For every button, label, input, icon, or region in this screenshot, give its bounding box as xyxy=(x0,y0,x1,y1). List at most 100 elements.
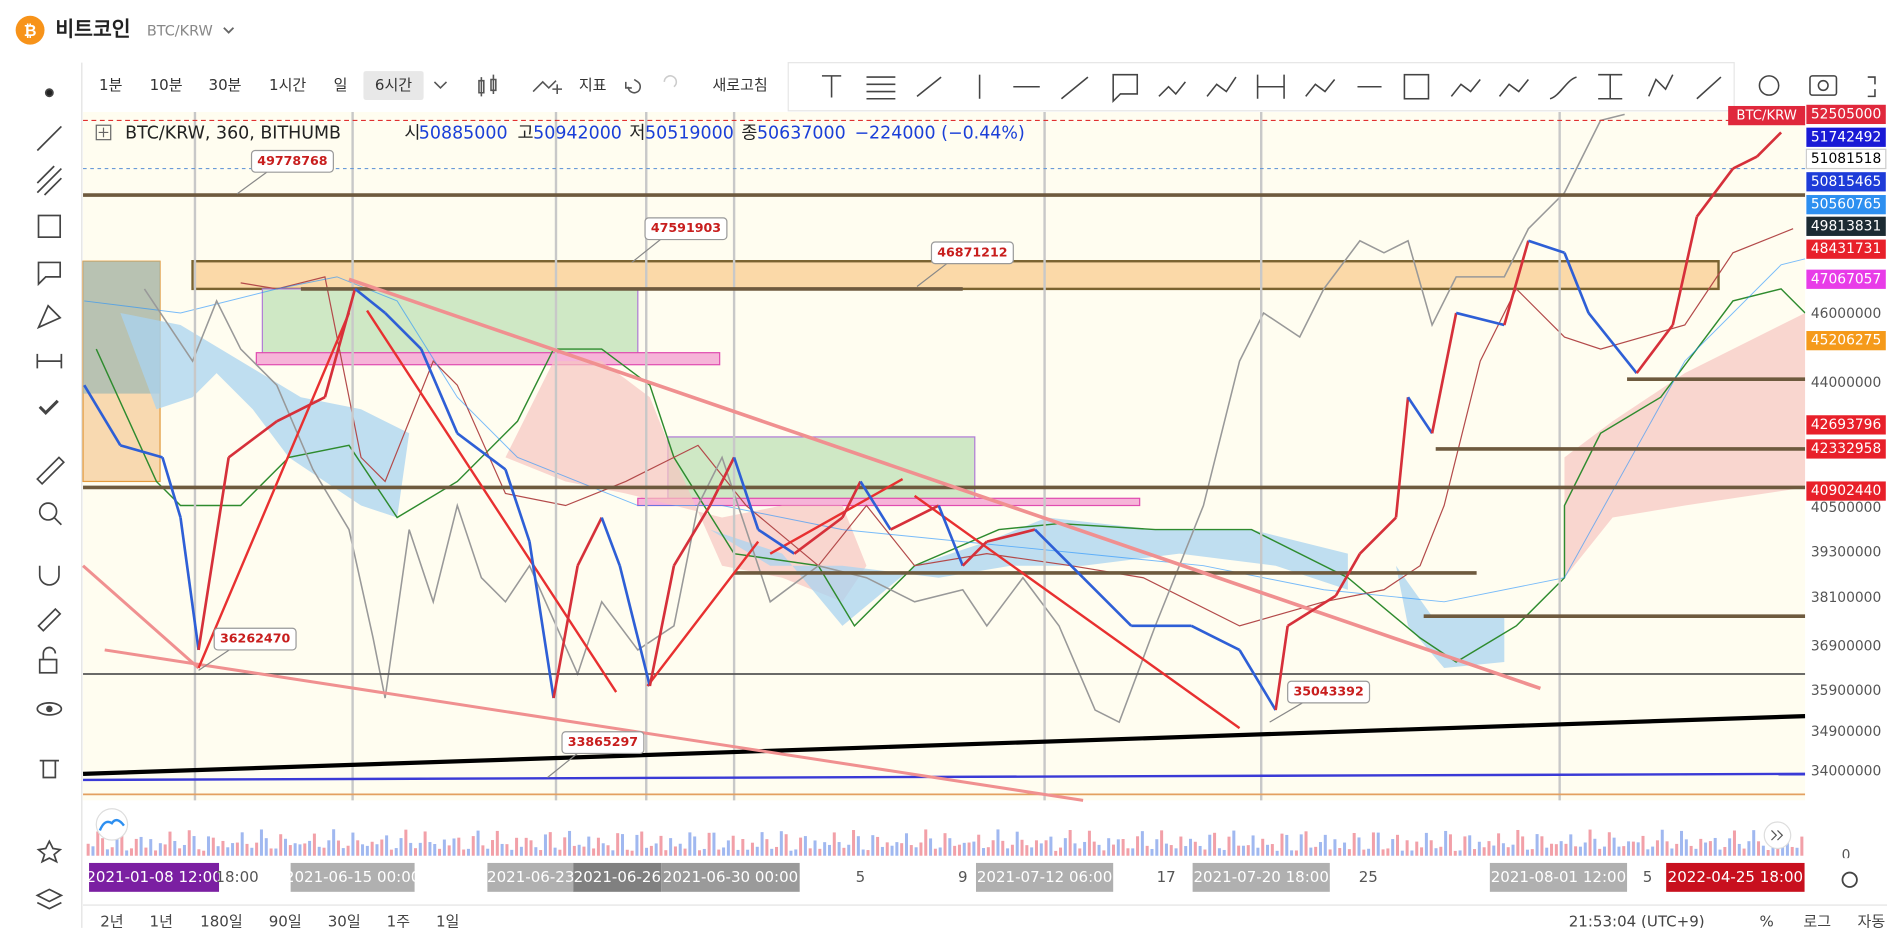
volume-bar xyxy=(909,845,913,856)
range-button[interactable]: 90일 xyxy=(269,912,302,928)
volume-bar xyxy=(799,837,803,856)
volume-bar xyxy=(1708,841,1712,856)
scroll-button[interactable] xyxy=(1763,821,1792,850)
legend-high: 50942000 xyxy=(533,124,622,144)
volume-bar xyxy=(683,848,687,856)
volume-bar xyxy=(1343,842,1347,856)
volume-bar xyxy=(1795,847,1799,856)
volume-bar xyxy=(245,843,249,856)
status-percent[interactable]: % xyxy=(1760,912,1774,928)
interval-button[interactable]: 1분 xyxy=(99,76,123,94)
price-segment xyxy=(1286,594,1337,627)
volume-bar xyxy=(418,842,422,856)
volume-bar xyxy=(601,843,605,856)
volume-bar xyxy=(1415,841,1419,856)
price-label: 38100000 xyxy=(1811,590,1881,606)
range-button[interactable]: 1일 xyxy=(436,912,459,928)
volume-bar xyxy=(1280,833,1284,856)
time-label: 2021-01-08 12:00 xyxy=(86,868,221,886)
dropdown[interactable] xyxy=(223,27,235,34)
volume-bar xyxy=(216,846,220,856)
range-button[interactable]: 1년 xyxy=(150,912,173,928)
volume-bar xyxy=(1246,845,1250,856)
time-label-bg xyxy=(1666,862,1805,892)
volume-bar xyxy=(486,848,490,856)
price-segment xyxy=(937,505,964,567)
range-button[interactable]: 180일 xyxy=(200,912,243,928)
volume-bar xyxy=(1179,836,1183,856)
volume-bar xyxy=(346,845,350,856)
volume-bar xyxy=(577,844,581,856)
interval-button[interactable]: 일 xyxy=(334,76,348,94)
toolbar-icons[interactable] xyxy=(433,74,678,97)
volume-bar xyxy=(471,836,475,856)
interval-button[interactable]: 30분 xyxy=(209,76,242,94)
time-label-bg xyxy=(487,862,575,892)
volume-bar xyxy=(361,844,365,856)
range-button[interactable]: 2년 xyxy=(100,912,123,928)
volume-bar xyxy=(105,849,109,856)
volume-bar xyxy=(1424,832,1428,856)
price-label: 34900000 xyxy=(1811,724,1881,740)
volume-bar xyxy=(1463,836,1467,856)
price-segment xyxy=(1756,131,1783,158)
volume-bar xyxy=(847,844,851,856)
volume-bar xyxy=(1511,844,1515,856)
refresh-button[interactable]: 새로고침 xyxy=(712,76,767,94)
status-auto[interactable]: 자동 xyxy=(1858,912,1886,928)
volume-bar xyxy=(1732,830,1736,856)
volume-bar xyxy=(1434,848,1438,856)
time-label-bg xyxy=(573,862,662,892)
annotation-box xyxy=(213,627,297,651)
settings-icon[interactable] xyxy=(1841,871,1858,888)
annotation-label: 46871212 xyxy=(937,244,1007,259)
interval-button[interactable]: 1시간 xyxy=(269,76,306,94)
volume-bar xyxy=(457,837,461,856)
volume-bar xyxy=(1092,841,1096,856)
volume-bar xyxy=(1439,846,1443,856)
volume-bar xyxy=(351,832,355,856)
volume-bar xyxy=(871,835,875,856)
volume-bar xyxy=(775,846,779,856)
volume-bar xyxy=(625,849,629,856)
volume-bar xyxy=(1155,839,1159,856)
drawing-toolbar-icons[interactable] xyxy=(821,73,1876,104)
volume-bar xyxy=(1357,837,1361,856)
price-segment xyxy=(793,516,844,555)
volume-bar xyxy=(669,838,673,856)
draw-tools[interactable] xyxy=(35,88,65,910)
indicator-button[interactable]: 지표 xyxy=(579,76,607,94)
annotation-box xyxy=(250,149,334,173)
time-label: 2021-06-30 00:00 xyxy=(663,868,798,886)
bottom-bar: 2년 1년 180일 90일 30일 1주 1일 21:53:04 (UTC+9)% 로그 자동 xyxy=(100,912,1885,928)
status-log[interactable]: 로그 xyxy=(1803,912,1831,928)
range-button[interactable]: 1주 xyxy=(387,912,411,928)
volume-bar xyxy=(462,849,466,856)
volume-bar xyxy=(1034,840,1038,856)
volume-bar xyxy=(1184,846,1188,856)
volume-bar xyxy=(365,845,369,856)
price-segment xyxy=(1732,155,1758,170)
volume-bar xyxy=(1131,848,1135,856)
legend-toggle[interactable] xyxy=(95,124,112,141)
range-button[interactable]: 30일 xyxy=(328,912,361,928)
volume-bar xyxy=(842,847,846,856)
volume-bar xyxy=(635,834,639,856)
annotation-box xyxy=(644,217,728,241)
volume-bar xyxy=(1145,845,1149,856)
volume-bar xyxy=(1030,847,1034,856)
volume-bar xyxy=(259,829,263,856)
time-label: 2022-04-25 18:00 xyxy=(1668,868,1803,886)
price-label-bg xyxy=(1806,415,1886,435)
price-segment xyxy=(276,396,326,423)
volume-bar xyxy=(317,846,321,856)
volume-bar xyxy=(1482,847,1486,856)
price-segment xyxy=(757,528,796,555)
volume-bar xyxy=(1299,834,1303,856)
volume-bar xyxy=(274,848,278,856)
volume-bar xyxy=(250,847,254,856)
interval-button[interactable]: 10분 xyxy=(150,76,183,94)
price-segment xyxy=(161,457,182,518)
volume-bar xyxy=(1521,836,1525,856)
interval-button[interactable]: 6시간 xyxy=(375,76,412,94)
